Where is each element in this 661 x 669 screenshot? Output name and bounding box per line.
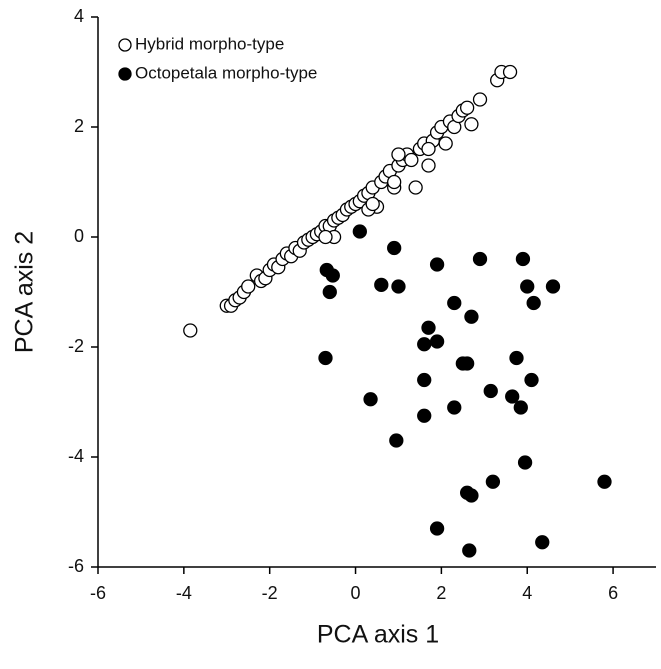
legend-label: Hybrid morpho-type	[135, 34, 284, 53]
y-axis-label: PCA axis 2	[11, 231, 39, 353]
point	[391, 147, 406, 162]
point	[387, 174, 402, 190]
point	[365, 196, 380, 212]
point	[417, 337, 432, 352]
x-tick-label: -2	[262, 583, 278, 603]
point	[429, 521, 445, 536]
legend-marker	[118, 67, 132, 81]
point	[429, 334, 445, 349]
y-tick-label: 4	[74, 6, 84, 26]
point	[524, 372, 539, 388]
point	[515, 251, 531, 267]
point	[417, 372, 432, 388]
point	[459, 100, 475, 115]
legend-marker	[118, 38, 132, 52]
x-tick-label: 6	[608, 583, 618, 603]
point	[421, 320, 436, 335]
x-tick-label: 4	[522, 583, 532, 603]
point	[509, 350, 524, 366]
point	[389, 433, 404, 448]
point	[404, 152, 419, 168]
point	[472, 251, 488, 267]
x-tick-label: -4	[176, 583, 192, 603]
x-tick-label: -6	[90, 583, 106, 603]
point	[438, 136, 453, 151]
point	[391, 279, 406, 294]
y-tick-label: -4	[68, 446, 84, 466]
point	[513, 400, 528, 415]
point	[363, 392, 378, 407]
point	[464, 309, 479, 324]
point	[472, 92, 488, 107]
point	[462, 543, 477, 558]
point	[485, 474, 501, 489]
point	[352, 224, 367, 239]
point	[447, 295, 462, 311]
legend-label: Octopetala morpho-type	[135, 63, 317, 82]
y-tick-label: 0	[74, 226, 84, 246]
point	[421, 158, 436, 173]
x-tick-label: 2	[436, 583, 446, 603]
point	[464, 488, 479, 503]
point	[421, 141, 436, 157]
x-axis-label: PCA axis 1	[317, 621, 439, 649]
point	[183, 323, 198, 338]
point	[322, 284, 337, 300]
point	[526, 295, 541, 311]
point	[387, 240, 402, 256]
point	[535, 535, 550, 550]
point	[545, 279, 561, 294]
point	[408, 180, 423, 195]
point	[447, 400, 462, 415]
point	[318, 229, 333, 245]
point	[417, 408, 432, 423]
point	[517, 455, 533, 470]
point	[597, 474, 612, 489]
point	[464, 117, 479, 132]
point	[318, 350, 333, 366]
point	[502, 64, 518, 80]
point	[374, 277, 389, 293]
point	[520, 279, 535, 294]
y-tick-label: -2	[68, 336, 84, 356]
x-tick-label: 0	[351, 583, 361, 603]
y-tick-label: 2	[74, 116, 84, 136]
point	[325, 268, 340, 283]
y-tick-label: -6	[68, 556, 84, 576]
point	[483, 383, 498, 399]
point	[505, 389, 520, 404]
point	[429, 257, 445, 272]
point	[455, 356, 470, 371]
point	[241, 279, 256, 294]
